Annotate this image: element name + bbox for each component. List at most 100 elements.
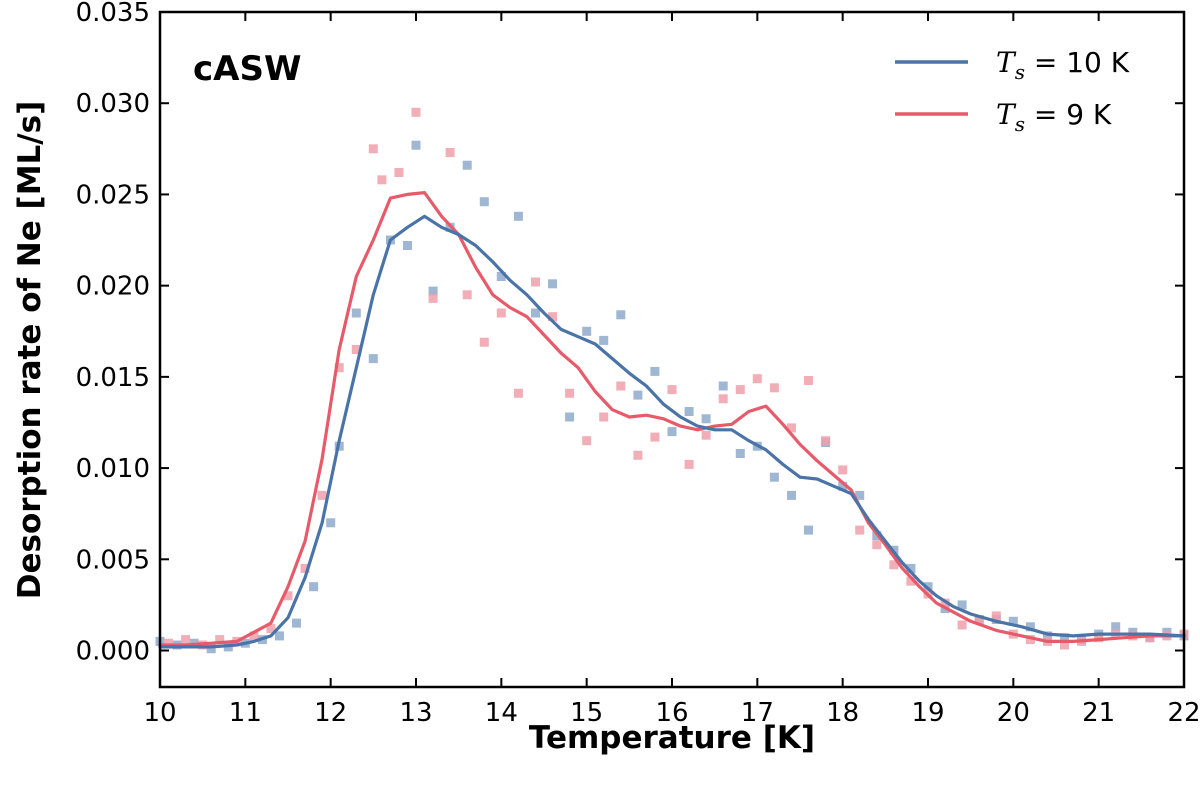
y-tick-label: 0.000: [76, 637, 150, 667]
data-point-series-0: [411, 140, 421, 150]
data-point-series-1: [633, 450, 643, 460]
data-point-series-1: [1145, 633, 1155, 643]
legend-label-1: Ts = 9 K: [996, 98, 1112, 136]
x-tick-label: 20: [997, 698, 1030, 728]
data-point-series-0: [275, 631, 284, 641]
x-tick-label: 10: [143, 698, 176, 728]
data-point-series-0: [906, 563, 916, 573]
data-point-series-0: [1025, 622, 1035, 632]
data-point-series-1: [974, 615, 984, 624]
data-point-series-1: [1094, 633, 1104, 643]
data-point-series-1: [701, 430, 711, 440]
data-point-series-0: [462, 160, 472, 170]
data-point-series-1: [650, 432, 660, 442]
x-tick-label: 18: [826, 698, 859, 728]
data-point-series-1: [1025, 635, 1035, 645]
y-tick-label: 0.020: [76, 272, 150, 302]
data-point-series-0: [292, 618, 301, 628]
data-point-series-0: [599, 335, 609, 345]
data-point-series-0: [1111, 622, 1121, 632]
data-point-series-1: [513, 388, 523, 398]
data-point-series-0: [565, 412, 575, 422]
data-point-series-0: [718, 381, 728, 391]
data-point-series-1: [667, 385, 677, 395]
y-tick-label: 0.015: [76, 363, 150, 393]
data-point-series-0: [479, 197, 489, 207]
data-point-series-0: [309, 582, 319, 592]
data-point-series-1: [462, 290, 472, 300]
data-point-series-1: [317, 490, 327, 500]
series-line-1: [158, 191, 1186, 647]
data-point-series-0: [531, 308, 540, 318]
ticks-layer: 10 11 12 13 14 15 16 17 18 19 20 21 22 0.000 0.005 0.01…: [76, 0, 1200, 728]
data-point-series-0: [735, 449, 745, 458]
x-axis-title: Temperature [K]: [529, 720, 815, 756]
data-point-series-1: [872, 540, 882, 550]
data-point-series-0: [769, 472, 779, 482]
y-tick-label: 0.030: [76, 89, 150, 119]
data-point-series-1: [215, 635, 225, 645]
data-point-series-1: [1060, 640, 1069, 650]
data-point-series-0: [496, 272, 506, 281]
data-point-series-0: [1008, 616, 1018, 626]
y-tick-label: 0.010: [76, 454, 150, 484]
data-point-series-1: [582, 436, 592, 446]
x-tick-label: 15: [570, 698, 603, 728]
x-tick-label: 21: [1082, 698, 1115, 728]
data-point-series-1: [889, 560, 899, 570]
data-point-series-1: [616, 381, 626, 391]
data-point-series-0: [701, 414, 711, 424]
x-tick-label: 16: [655, 698, 688, 728]
x-tick-label: 14: [485, 698, 518, 728]
data-point-series-1: [684, 459, 694, 469]
data-point-series-1: [496, 308, 506, 318]
data-point-series-0: [667, 427, 677, 437]
data-point-series-0: [513, 211, 523, 221]
y-tick-label: 0.035: [76, 0, 150, 28]
data-point-series-1: [821, 436, 831, 446]
panel-label: cASW: [193, 49, 301, 89]
x-tick-label: 22: [1167, 698, 1200, 728]
data-point-series-0: [206, 644, 216, 654]
data-point-series-1: [855, 525, 865, 535]
data-point-series-1: [752, 374, 762, 384]
x-tick-label: 13: [399, 698, 432, 728]
data-point-series-1: [411, 107, 421, 117]
x-tick-label: 17: [741, 698, 774, 728]
data-point-series-0: [855, 490, 865, 500]
data-point-series-0: [957, 600, 967, 610]
data-point-series-0: [1060, 633, 1069, 643]
legend: Ts = 10 K Ts = 9 K: [895, 46, 1130, 136]
data-point-series-1: [565, 388, 575, 398]
data-point-series-0: [838, 481, 848, 491]
data-point-series-1: [599, 412, 609, 422]
data-point-series-0: [787, 490, 796, 500]
data-point-series-1: [445, 148, 455, 157]
data-point-series-1: [531, 277, 540, 287]
data-point-series-1: [283, 591, 293, 601]
markers-layer: [155, 107, 1189, 654]
data-point-series-1: [334, 363, 344, 373]
data-point-series-1: [787, 423, 796, 433]
data-point-series-1: [957, 620, 967, 630]
data-point-series-0: [326, 518, 336, 528]
data-point-series-0: [368, 354, 378, 364]
data-point-series-0: [1043, 631, 1052, 641]
y-tick-label: 0.025: [76, 180, 150, 210]
lines-layer: [158, 191, 1186, 649]
data-point-series-1: [906, 576, 916, 586]
x-tick-label: 19: [911, 698, 944, 728]
data-point-series-1: [377, 175, 387, 185]
x-tick-label: 11: [229, 698, 262, 728]
data-point-series-0: [582, 326, 592, 336]
data-point-series-1: [266, 624, 276, 634]
data-point-series-1: [838, 465, 848, 475]
data-point-series-0: [616, 310, 626, 320]
data-point-series-1: [735, 385, 745, 395]
data-point-series-1: [394, 168, 404, 177]
y-axis-title: Desorption rate of Ne [ML/s]: [12, 101, 48, 599]
series-line-0: [158, 214, 1186, 649]
data-point-series-1: [804, 376, 813, 385]
data-point-series-1: [718, 394, 728, 404]
